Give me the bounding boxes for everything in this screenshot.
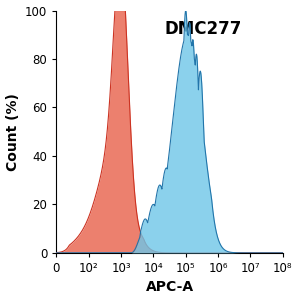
Y-axis label: Count (%): Count (%) — [6, 93, 20, 171]
X-axis label: APC-A: APC-A — [145, 280, 194, 294]
Text: DMC277: DMC277 — [165, 20, 242, 38]
